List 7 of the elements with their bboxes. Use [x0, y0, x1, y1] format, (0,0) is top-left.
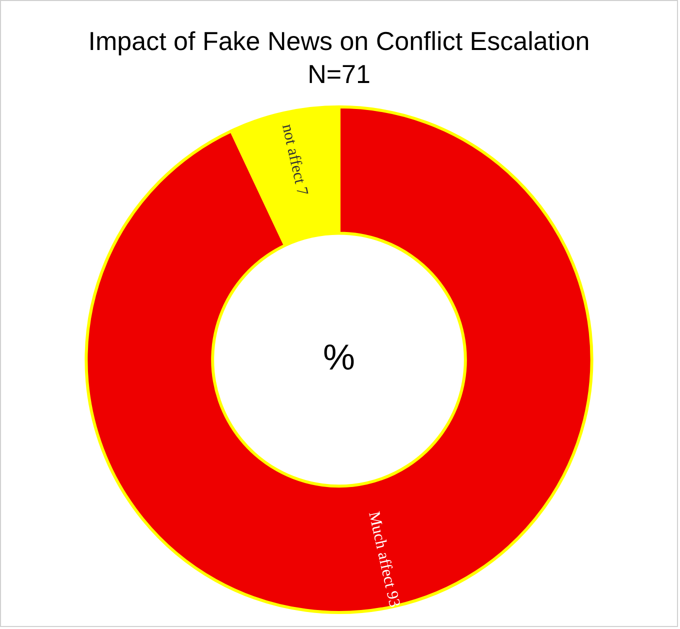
- slice-label: not affect: [278, 122, 308, 186]
- data-label: 7: [292, 186, 311, 198]
- data-label: 93: [382, 590, 403, 609]
- slice-label: Much affect: [365, 510, 399, 590]
- chart-title: Impact of Fake News on Conflict Escalation: [88, 26, 590, 56]
- chart-subtitle: N=71: [308, 58, 370, 89]
- text: %: [322, 336, 356, 378]
